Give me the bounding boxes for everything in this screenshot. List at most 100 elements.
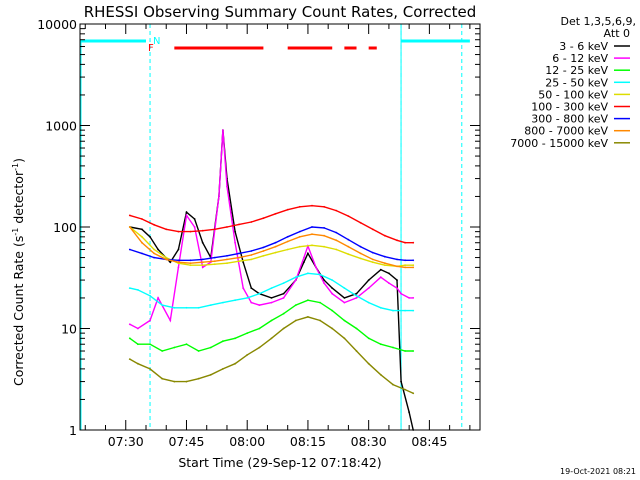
data-point	[323, 205, 325, 208]
y-axis-label-sup1: -1	[11, 228, 20, 236]
legend-label: 100 - 300 keV	[531, 101, 608, 114]
data-point	[323, 227, 325, 229]
data-point	[392, 346, 394, 349]
data-point	[282, 297, 285, 299]
data-point	[331, 279, 334, 281]
data-point	[185, 380, 188, 383]
data-point	[128, 337, 131, 340]
data-point	[379, 306, 382, 309]
data-point	[355, 350, 358, 352]
data-point	[246, 354, 249, 356]
data-point	[238, 252, 241, 255]
legend-label: 6 - 12 keV	[552, 52, 608, 65]
data-point	[347, 238, 350, 241]
data-point	[270, 301, 273, 304]
data-point	[286, 240, 289, 243]
data-point	[384, 234, 386, 237]
data-point	[404, 309, 406, 312]
svg-text:Corrected Count Rate (s-1 dete: Corrected Count Rate (s-1 detector-1)	[11, 158, 26, 386]
data-point	[412, 241, 415, 244]
data-point	[258, 292, 261, 295]
data-point	[367, 362, 370, 365]
data-point	[250, 221, 253, 223]
data-point	[371, 228, 374, 231]
data-point	[384, 264, 386, 267]
data-point	[412, 297, 415, 299]
data-point	[246, 332, 249, 334]
data-point	[400, 380, 402, 383]
series-line-0	[129, 130, 414, 431]
data-point	[404, 350, 406, 352]
data-point	[185, 211, 188, 214]
data-point	[331, 292, 334, 295]
data-point	[270, 337, 273, 340]
data-point	[388, 282, 390, 284]
data-point	[392, 383, 394, 386]
data-point	[201, 258, 204, 261]
data-point	[282, 292, 285, 295]
data-point	[286, 235, 289, 238]
y-axis-label-mid: detector	[11, 170, 26, 228]
data-point	[379, 276, 382, 279]
data-point	[234, 362, 237, 365]
data-point	[209, 304, 212, 306]
data-point	[335, 248, 338, 251]
data-point	[177, 261, 180, 264]
legend-label: 25 - 50 keV	[545, 76, 608, 89]
data-point	[128, 226, 131, 228]
data-point	[128, 323, 131, 326]
data-point	[153, 223, 156, 226]
data-point	[242, 261, 245, 264]
data-point	[343, 287, 346, 289]
y-axis-label: Corrected Count Rate (s-1 detector-1)	[11, 158, 26, 386]
data-point	[367, 287, 370, 289]
data-point	[137, 362, 139, 365]
data-point	[246, 297, 249, 299]
data-point	[379, 343, 382, 346]
data-point	[262, 250, 265, 252]
data-point	[165, 228, 168, 231]
data-point	[319, 301, 321, 304]
data-point	[193, 226, 196, 228]
data-point	[128, 248, 131, 251]
data-point	[209, 373, 212, 376]
data-point	[185, 343, 188, 346]
y-tick-label: 1	[69, 423, 77, 438]
data-point	[209, 346, 212, 349]
data-point	[213, 260, 216, 263]
data-point	[238, 256, 241, 259]
data-point	[270, 297, 273, 299]
data-point	[161, 350, 164, 352]
data-point	[331, 309, 334, 312]
data-point	[250, 287, 253, 289]
data-point	[149, 235, 151, 238]
data-point	[294, 319, 297, 322]
data-point	[335, 239, 338, 242]
data-point	[307, 272, 309, 275]
data-point	[238, 223, 241, 226]
data-point	[189, 230, 192, 233]
data-point	[197, 377, 200, 380]
data-point	[226, 262, 228, 265]
data-point	[323, 234, 325, 237]
data-point	[258, 327, 261, 330]
data-point	[400, 292, 402, 295]
y-axis-label-sup2: -1	[11, 163, 20, 171]
data-point	[303, 261, 305, 264]
data-point	[331, 327, 334, 330]
data-point	[189, 259, 192, 262]
data-point	[367, 301, 370, 304]
data-point	[396, 265, 398, 268]
data-point	[404, 388, 406, 391]
annotation-n: N	[153, 36, 160, 47]
data-point	[218, 195, 220, 198]
data-point	[347, 245, 350, 248]
data-point	[335, 231, 338, 234]
data-point	[161, 377, 164, 380]
chart-title: RHESSI Observing Summary Count Rates, Co…	[84, 3, 477, 21]
x-tick-label: 07:30	[108, 434, 144, 449]
data-point	[371, 258, 374, 261]
data-point	[367, 337, 370, 340]
data-point	[222, 368, 224, 370]
